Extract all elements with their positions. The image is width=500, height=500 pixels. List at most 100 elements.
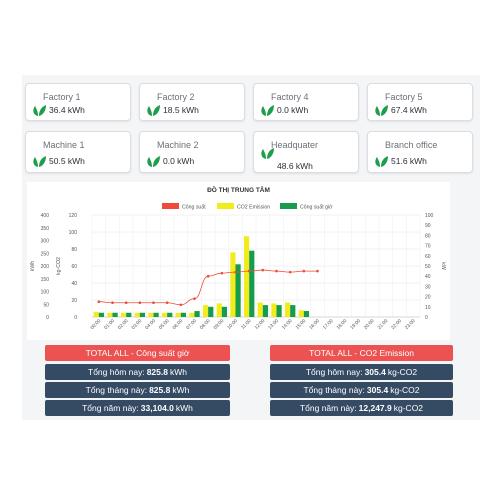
x-tick-label: 16:00 xyxy=(308,318,321,331)
right-tick-label: 0 xyxy=(425,315,428,321)
x-tick-label: 07:00 xyxy=(185,318,198,331)
card-value: 18.5 kWh xyxy=(163,105,199,115)
card-factory-4[interactable]: Factory 4 0.0 kWh xyxy=(253,83,359,121)
chart-title: ĐỒ THỊ TRUNG TÂM xyxy=(207,187,270,194)
card-value: 0.0 kWh xyxy=(163,156,195,166)
value: 12,247.9 xyxy=(358,403,392,413)
left-tick-label: 100 xyxy=(41,290,50,296)
card-name: Headquater xyxy=(271,140,319,150)
left-tick-label: 0 xyxy=(46,315,49,321)
x-tick-label: 13:00 xyxy=(267,318,280,331)
total-power-header[interactable]: TOTAL ALL - Công suất giờ xyxy=(45,345,230,361)
bar-co2-0 xyxy=(93,311,99,317)
x-tick-label: 14:00 xyxy=(281,318,294,331)
legend-label-2: Công suất giờ xyxy=(300,205,333,211)
card-headquater[interactable]: Headquater 48.6 kWh xyxy=(253,131,359,173)
total-co2-year: Tổng năm này: 12,247.9 kg-CO2 xyxy=(270,400,453,416)
total-co2-today: Tổng hôm nay: 305.4 kg-CO2 xyxy=(270,364,453,380)
legend-swatch-0 xyxy=(162,203,179,209)
value: 305.4 xyxy=(366,385,389,395)
x-tick-label: 10:00 xyxy=(226,318,239,331)
leaf-icon xyxy=(375,105,388,116)
right-tick-label: 60 xyxy=(425,254,431,260)
bar-power-11 xyxy=(249,250,255,317)
x-tick-label: 05:00 xyxy=(158,318,171,331)
line-point-3 xyxy=(138,301,142,305)
line-point-2 xyxy=(124,301,128,305)
line-point-5 xyxy=(165,301,169,305)
bar-power-2 xyxy=(126,312,132,317)
card-value: 67.4 kWh xyxy=(391,105,427,115)
label: Tổng năm này: xyxy=(299,403,357,413)
total-co2-header[interactable]: TOTAL ALL - CO2 Emission xyxy=(270,345,453,361)
bar-co2-10 xyxy=(230,252,236,317)
line-point-14 xyxy=(288,270,292,274)
right-tick-label: 10 xyxy=(425,305,431,311)
card-name: Factory 1 xyxy=(43,92,81,102)
card-value: 0.0 kWh xyxy=(277,105,309,115)
line-point-8 xyxy=(206,274,210,278)
total-power-header-label: TOTAL ALL - Công suất giờ xyxy=(85,348,190,358)
line-point-0 xyxy=(97,300,101,303)
card-branch-office[interactable]: Branch office 51.6 kWh xyxy=(367,131,473,173)
line-point-16 xyxy=(316,269,319,273)
card-machine-1[interactable]: Machine 1 50.5 kWh xyxy=(25,131,131,173)
bar-power-10 xyxy=(235,264,241,317)
card-machine-2[interactable]: Machine 2 0.0 kWh xyxy=(139,131,245,173)
line-point-10 xyxy=(234,270,237,274)
bar-power-15 xyxy=(303,311,310,317)
bar-power-1 xyxy=(112,312,118,317)
left-tick-label: 150 xyxy=(41,277,50,283)
bar-co2-3 xyxy=(134,312,140,317)
right-tick-label: 20 xyxy=(425,295,431,301)
line-point-1 xyxy=(111,301,114,305)
middle-axis-title: kg-CO2 xyxy=(56,257,62,275)
right-tick-label: 80 xyxy=(425,233,431,239)
x-tick-label: 04:00 xyxy=(144,318,157,331)
total-co2-header-label: TOTAL ALL - CO2 Emission xyxy=(309,348,414,358)
bar-co2-9 xyxy=(216,303,222,317)
left-axis-title: kWh xyxy=(30,261,36,271)
card-factory-5[interactable]: Factory 5 67.4 kWh xyxy=(367,83,473,121)
middle-tick-label: 120 xyxy=(69,213,78,219)
x-tick-label: 06:00 xyxy=(172,318,185,331)
card-name: Machine 1 xyxy=(43,140,85,150)
x-tick-label: 02:00 xyxy=(117,318,130,331)
card-factory-1[interactable]: Factory 1 36.4 kWh xyxy=(25,83,131,121)
value: 305.4 xyxy=(364,367,386,377)
leaf-icon xyxy=(147,156,160,167)
left-tick-label: 50 xyxy=(43,302,49,308)
x-tick-label: 03:00 xyxy=(131,318,144,331)
x-tick-label: 18:00 xyxy=(336,318,349,331)
bar-co2-14 xyxy=(284,302,291,317)
x-tick-label: 17:00 xyxy=(322,318,335,331)
middle-tick-label: 80 xyxy=(71,247,77,253)
bar-power-7 xyxy=(194,311,200,317)
leaf-icon xyxy=(261,105,274,116)
line-point-7 xyxy=(193,297,196,300)
right-tick-label: 100 xyxy=(425,213,434,219)
label: Tổng năm này: xyxy=(82,403,139,413)
label: Tổng tháng này: xyxy=(85,385,148,395)
label: Tổng hôm nay: xyxy=(305,367,363,377)
card-factory-2[interactable]: Factory 2 18.5 kWh xyxy=(139,83,245,121)
x-tick-label: 09:00 xyxy=(213,318,226,331)
value: 825.8 xyxy=(149,385,171,395)
bar-power-5 xyxy=(167,312,173,317)
bar-power-13 xyxy=(276,305,282,317)
left-tick-label: 350 xyxy=(41,226,50,232)
left-tick-label: 300 xyxy=(41,239,50,245)
chart-panel: ĐỒ THỊ TRUNG TÂM Công suất CO2 Emission Cô… xyxy=(27,182,450,340)
card-value: 50.5 kWh xyxy=(49,156,85,166)
card-name: Machine 2 xyxy=(157,140,199,150)
leaf-icon xyxy=(261,148,274,159)
bar-co2-8 xyxy=(202,305,209,317)
left-tick-label: 250 xyxy=(41,251,50,257)
line-point-13 xyxy=(275,269,278,273)
legend-label-1: CO2 Emission xyxy=(237,205,270,211)
card-name: Branch office xyxy=(385,140,438,150)
x-tick-label: 22:00 xyxy=(390,318,403,331)
unit: kg-CO2 xyxy=(393,403,424,413)
bar-power-12 xyxy=(262,305,269,317)
x-tick-label: 23:00 xyxy=(404,318,417,331)
